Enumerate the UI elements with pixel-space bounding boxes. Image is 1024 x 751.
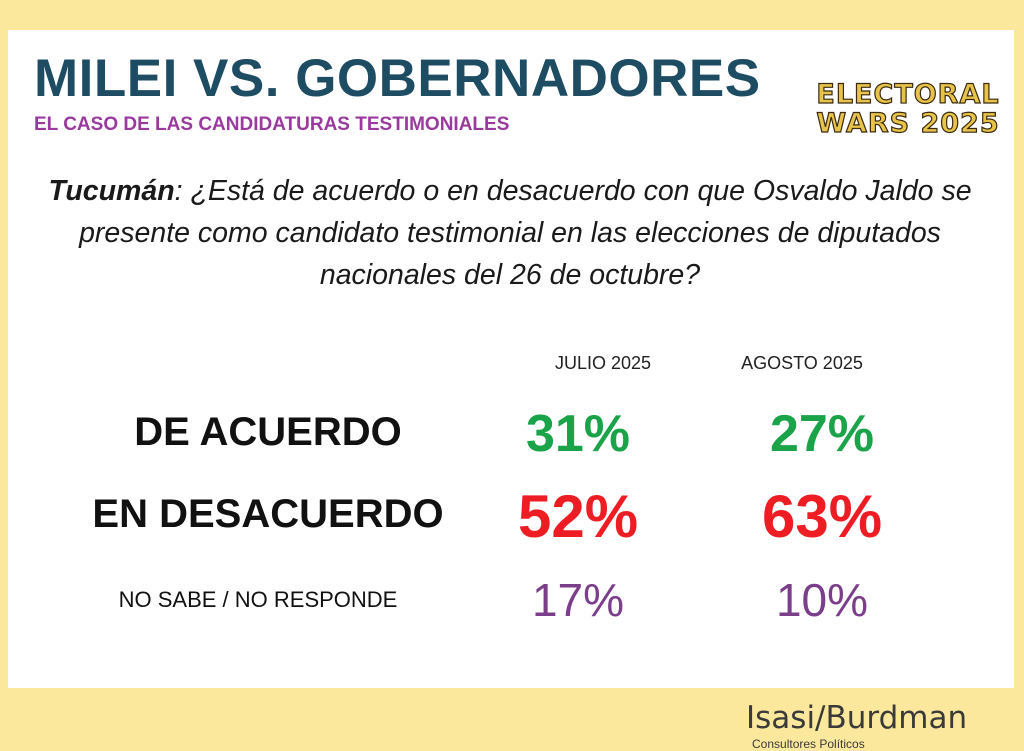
cell-value: 63% xyxy=(761,483,883,550)
question: Tucumán: ¿Está de acuerdo o en desacuerd… xyxy=(40,170,980,296)
subtitle: EL CASO DE LAS CANDIDATURAS TESTIMONIALE… xyxy=(34,114,510,135)
question-place: Tucumán xyxy=(48,175,175,207)
column-header: AGOSTO 2025 xyxy=(741,353,863,373)
cell-value: 17% xyxy=(531,574,625,626)
badge-line: ELECTORAL xyxy=(816,79,1000,110)
content-area: MILEI VS. GOBERNADORES EL CASO DE LAS CA… xyxy=(8,30,1014,688)
title: MILEI VS. GOBERNADORES xyxy=(34,49,761,108)
row-label: DE ACUERDO xyxy=(134,410,402,454)
badge-line: WARS 2025 xyxy=(816,108,1000,139)
cell-value: 27% xyxy=(769,405,875,463)
cell-value: 10% xyxy=(775,574,869,626)
column-header: JULIO 2025 xyxy=(554,353,652,373)
cell-value: 52% xyxy=(517,483,639,550)
badge: ELECTORAL WARS 2025 xyxy=(798,79,1018,139)
brand: Isasi/Burdman xyxy=(746,700,968,736)
tagline: Consultores Políticos xyxy=(752,737,865,751)
question-text: : ¿Está de acuerdo o en desacuerdo con q… xyxy=(79,175,972,291)
row-label: EN DESACUERDO xyxy=(92,492,444,536)
row-label: NO SABE / NO RESPONDE xyxy=(118,587,398,612)
cell-value: 31% xyxy=(525,405,631,463)
